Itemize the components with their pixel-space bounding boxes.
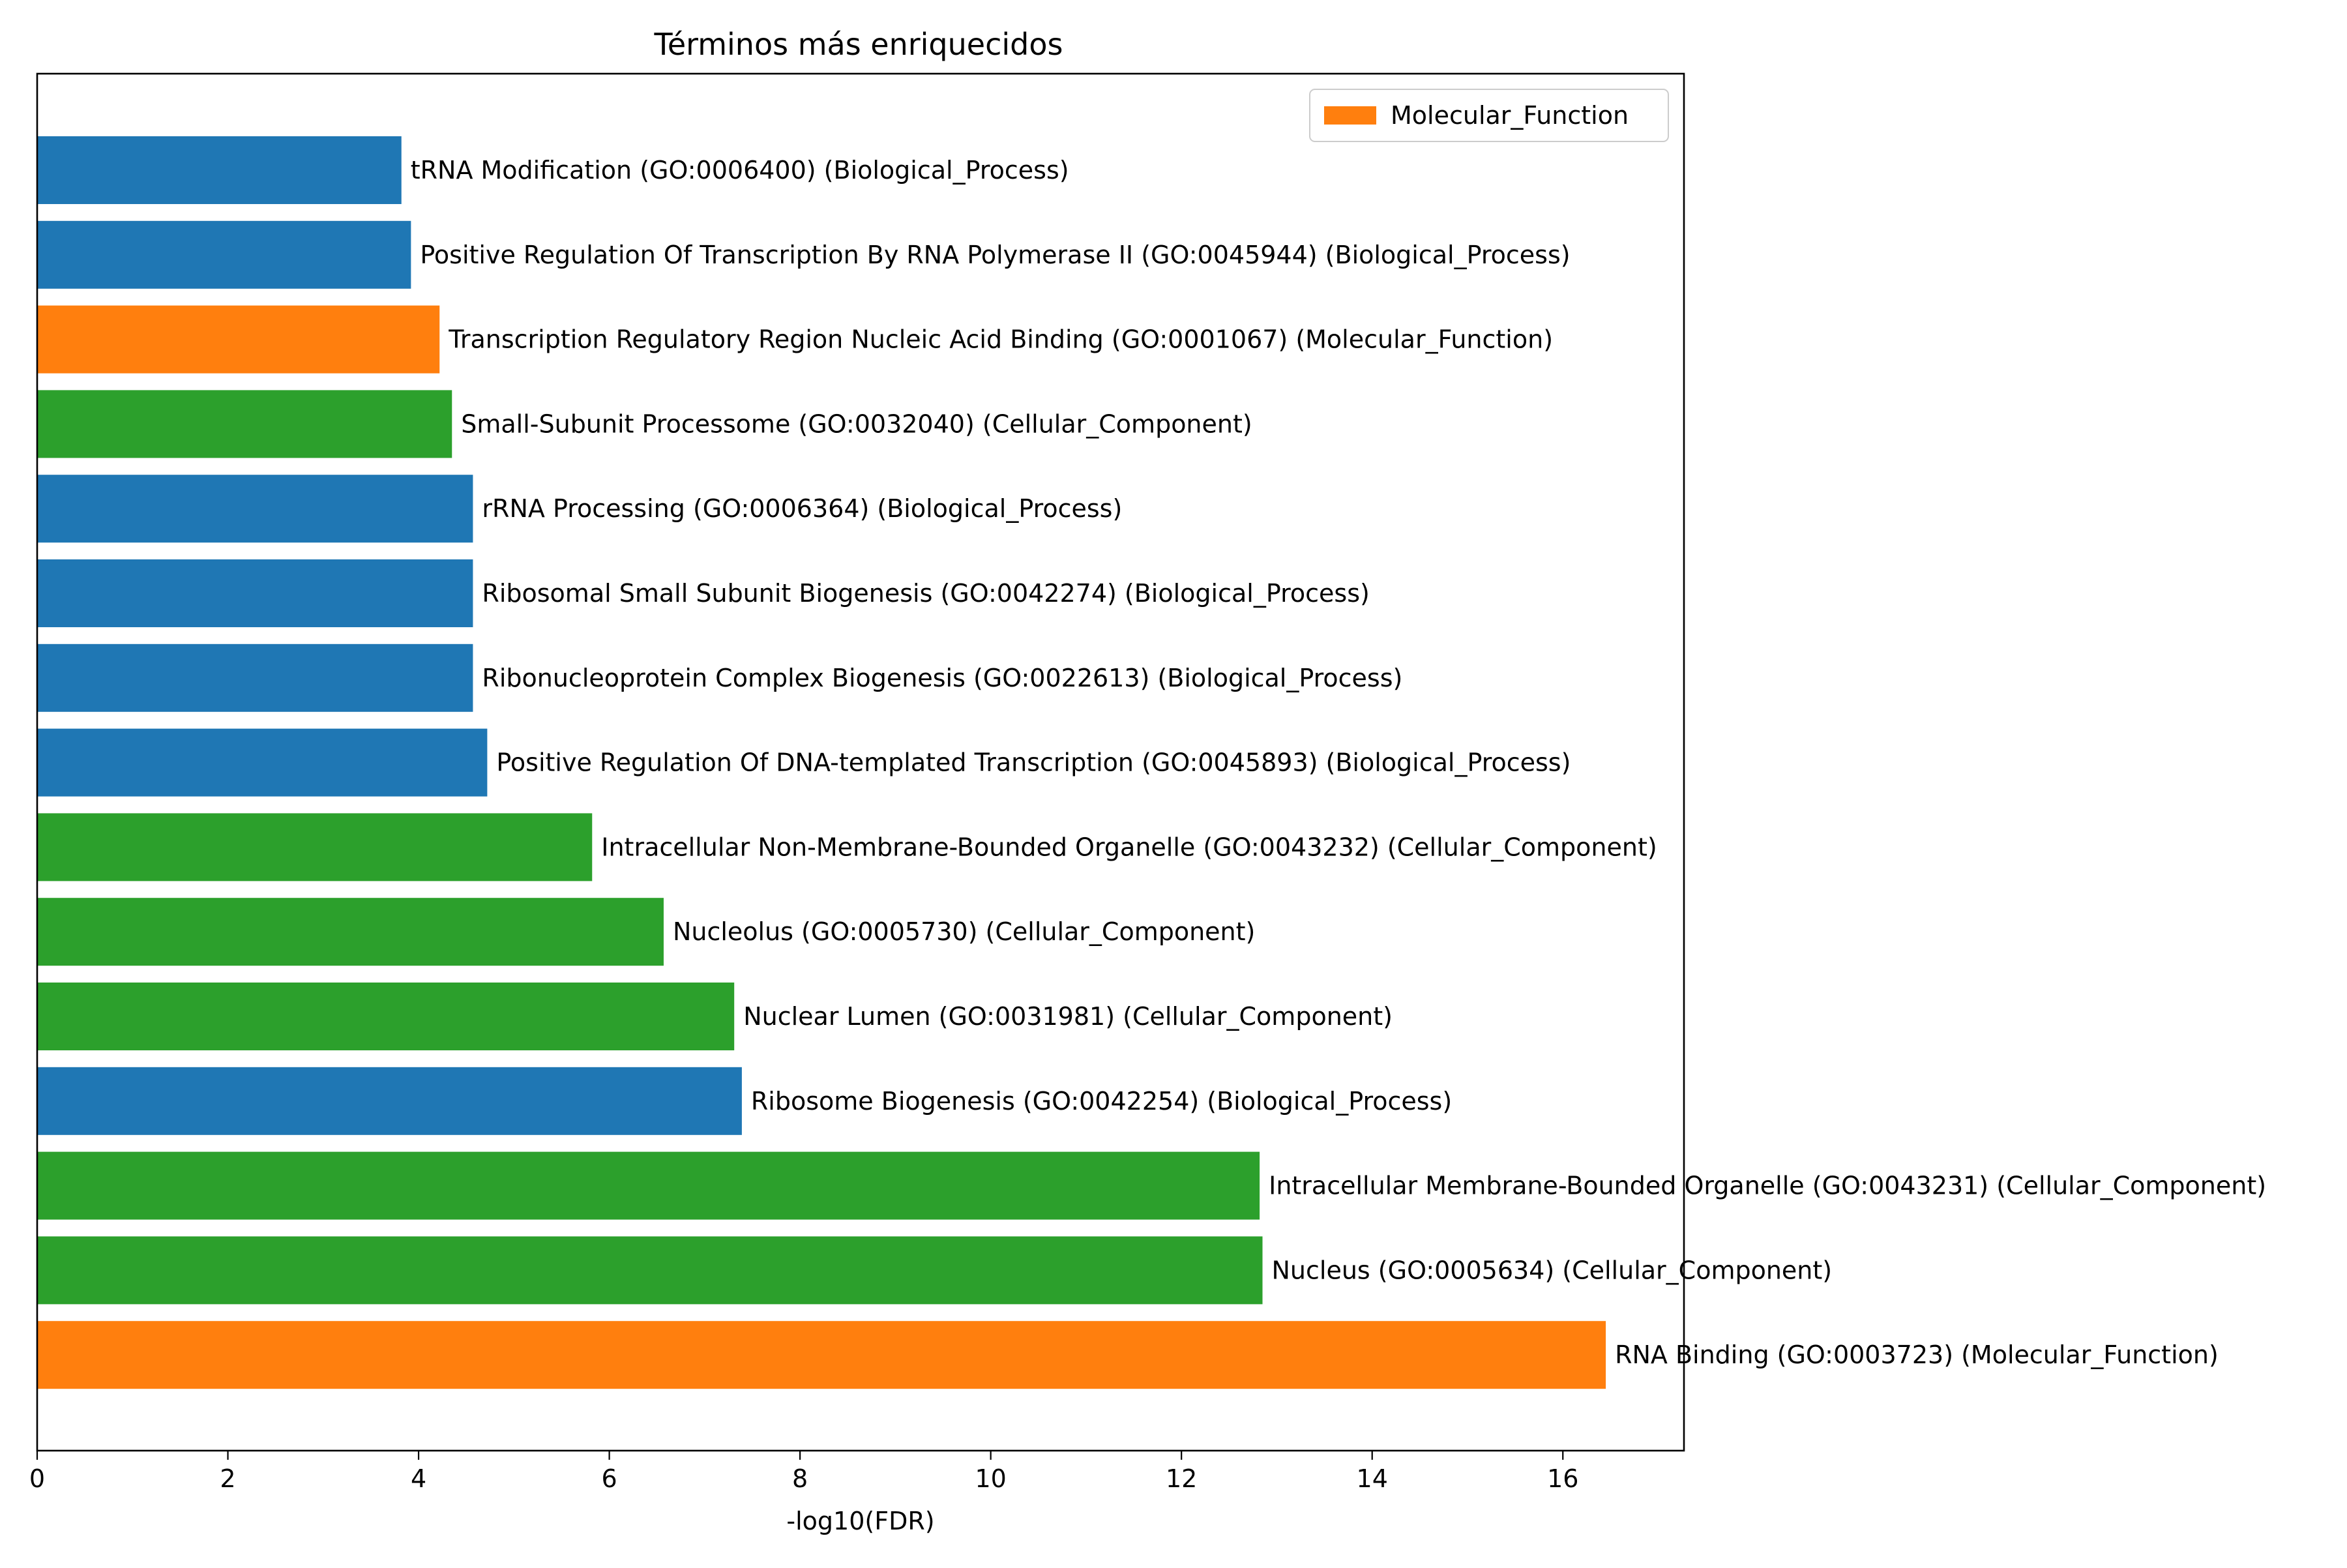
x-tick-label: 12 (1166, 1464, 1197, 1493)
legend-swatch (1324, 106, 1376, 125)
bar (37, 390, 452, 458)
bar-label: Intracellular Non-Membrane-Bounded Organ… (601, 833, 1657, 861)
bar (37, 1321, 1606, 1389)
bar (37, 813, 593, 881)
axes-frame (36, 72, 1685, 1452)
x-tick-label: 16 (1547, 1464, 1578, 1493)
bar-label: Positive Regulation Of DNA-templated Tra… (496, 748, 1571, 777)
bar-label: Nucleus (GO:0005634) (Cellular_Component… (1272, 1256, 1833, 1284)
bar-label: tRNA Modification (GO:0006400) (Biologic… (411, 156, 1069, 185)
bar-label: Transcription Regulatory Region Nucleic … (448, 325, 1553, 354)
bars-layer: tRNA Modification (GO:0006400) (Biologic… (37, 136, 2266, 1389)
bar (37, 305, 440, 374)
x-tick-label: 0 (29, 1464, 45, 1493)
x-tick-label: 4 (411, 1464, 426, 1493)
bar (37, 983, 735, 1050)
x-tick-label: 2 (220, 1464, 235, 1493)
bar (37, 1151, 1260, 1220)
bar (37, 136, 402, 204)
chart-title: Términos más enriquecidos (654, 27, 1063, 62)
x-axis-label: -log10(FDR) (786, 1507, 934, 1535)
bar (37, 1236, 1263, 1305)
bar-label: Ribosome Biogenesis (GO:0042254) (Biolog… (751, 1087, 1452, 1116)
bar-label: rRNA Processing (GO:0006364) (Biological… (482, 494, 1122, 523)
bar-label: RNA Binding (GO:0003723) (Molecular_Func… (1615, 1340, 2219, 1369)
x-tick-label: 6 (601, 1464, 617, 1493)
x-tick-label: 10 (975, 1464, 1006, 1493)
bar (37, 728, 488, 797)
legend: Molecular_Function (1309, 89, 1669, 142)
bar-label: Small-Subunit Processome (GO:0032040) (C… (461, 409, 1252, 438)
x-tick-label: 8 (792, 1464, 808, 1493)
legend-label: Molecular_Function (1391, 101, 1629, 130)
bar (37, 1067, 742, 1135)
bar-label: Ribosomal Small Subunit Biogenesis (GO:0… (482, 579, 1369, 608)
bar-label: Nuclear Lumen (GO:0031981) (Cellular_Com… (743, 1002, 1393, 1031)
bar (37, 220, 411, 289)
bar (37, 898, 664, 966)
legend-box (1309, 89, 1669, 142)
bar-label: Positive Regulation Of Transcription By … (420, 241, 1570, 269)
bar (37, 475, 473, 543)
bar-label: Nucleolus (GO:0005730) (Cellular_Compone… (673, 917, 1255, 946)
bar-label: Ribonucleoprotein Complex Biogenesis (GO… (482, 664, 1402, 692)
bar-label: Intracellular Membrane-Bounded Organelle… (1269, 1172, 2266, 1200)
axes-layer: 0 2 4 6 8 10 12 14 16 (29, 72, 1685, 1493)
x-tick-label: 14 (1357, 1464, 1388, 1493)
bar (37, 643, 473, 712)
bar (37, 559, 473, 627)
